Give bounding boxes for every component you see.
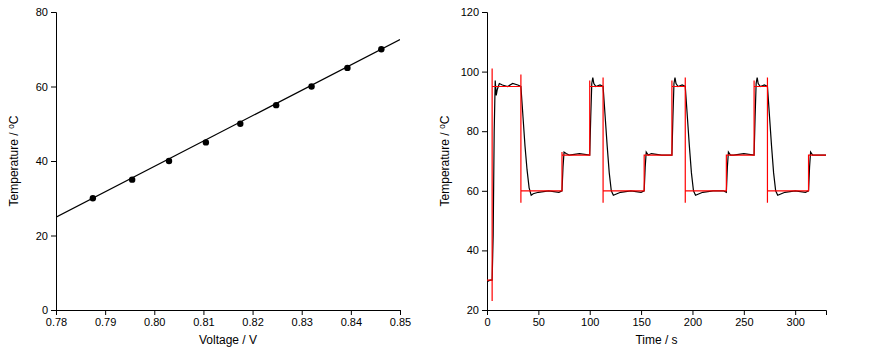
y-tick-mark: [482, 250, 487, 251]
x-tick: 0.81: [193, 310, 214, 328]
y-tick: 20: [36, 230, 56, 242]
x-tick: 0.78: [46, 310, 67, 328]
x-tick-mark: [154, 310, 155, 315]
x-tick-mark: [744, 310, 745, 315]
y-tick-label: 60: [467, 185, 479, 197]
x-axis: 0 50 100 150 200 250 300: [484, 310, 826, 328]
y-tick: 100: [461, 66, 487, 78]
y-tick-label: 0: [42, 304, 48, 316]
y-tick-label: 80: [36, 6, 48, 18]
x-tick-label: 150: [632, 316, 650, 328]
x-tick: 100: [581, 310, 599, 328]
figure: 0.78 0.79 0.80 0.81 0.82 0.83 0.84 0.85 0 20 40 60 8…: [0, 0, 879, 357]
x-tick: 250: [735, 310, 753, 328]
y-tick-mark: [482, 191, 487, 192]
y-tick-mark: [482, 131, 487, 132]
x-tick: 0.80: [144, 310, 165, 328]
x-tick-label: 0.84: [341, 316, 362, 328]
y-tick: 80: [467, 125, 487, 137]
x-tick-label: 200: [684, 316, 702, 328]
x-tick: 0: [484, 310, 490, 328]
x-axis-line: [488, 311, 827, 316]
x-tick: 0.85: [390, 310, 411, 328]
x-tick-label: 0.80: [144, 316, 165, 328]
x-tick-mark: [692, 310, 693, 315]
x-tick-label: 100: [581, 316, 599, 328]
x-tick: 200: [684, 310, 702, 328]
x-tick-label: 50: [533, 316, 545, 328]
x-tick-label: 0.81: [193, 316, 214, 328]
x-tick-label: 300: [787, 316, 805, 328]
x-tick: 0.83: [292, 310, 313, 328]
x-tick-mark: [538, 310, 539, 315]
y-tick: 40: [36, 155, 56, 167]
y-tick-mark: [482, 310, 487, 311]
x-tick: 300: [787, 310, 805, 328]
y-tick-label: 100: [461, 66, 479, 78]
x-axis: 0.78 0.79 0.80 0.81 0.82 0.83 0.84 0.85: [46, 310, 411, 328]
y-axis-line: [482, 13, 488, 311]
plot-area: [56, 40, 400, 218]
y-axis-line: [51, 13, 57, 311]
y-tick: 0: [42, 304, 56, 316]
chart: 0 50 100 150 200 250 300 20 40 60 80 100 120 Time / s…: [438, 6, 827, 347]
y-tick-label: 40: [36, 155, 48, 167]
x-tick: 50: [533, 310, 545, 328]
chart: 0.78 0.79 0.80 0.81 0.82 0.83 0.84 0.85 0 20 40 60 8…: [7, 6, 411, 347]
x-tick-mark: [590, 310, 591, 315]
x-tick-label: 0.82: [242, 316, 263, 328]
x-tick-label: 0: [484, 316, 490, 328]
y-tick-label: 20: [467, 304, 479, 316]
x-axis-title: Voltage / V: [199, 333, 257, 347]
x-tick: 0.79: [95, 310, 116, 328]
y-tick-mark: [482, 12, 487, 13]
y-tick: 120: [461, 6, 487, 18]
y-tick-label: 20: [36, 230, 48, 242]
x-tick-label: 0.78: [46, 316, 67, 328]
y-tick-mark: [482, 72, 487, 73]
y-tick-mark: [51, 87, 56, 88]
x-axis-title: Time / s: [635, 333, 677, 347]
y-tick-mark: [51, 310, 56, 311]
y-tick: 60: [467, 185, 487, 197]
y-tick-label: 40: [467, 244, 479, 256]
x-axis-line: [57, 311, 401, 316]
x-tick: 150: [632, 310, 650, 328]
y-axis: 20 40 60 80 100 120: [461, 6, 488, 316]
x-tick-label: 0.79: [95, 316, 116, 328]
y-tick: 80: [36, 6, 56, 18]
x-tick-mark: [641, 310, 642, 315]
x-tick-label: 0.83: [292, 316, 313, 328]
y-tick-label: 120: [461, 6, 479, 18]
x-tick-mark: [253, 310, 254, 315]
x-tick-mark: [105, 310, 106, 315]
x-tick-mark: [351, 310, 352, 315]
plot-area: [487, 69, 826, 301]
y-tick-mark: [51, 161, 56, 162]
y-tick: 60: [36, 81, 56, 93]
x-tick-mark: [203, 310, 204, 315]
y-tick-label: 80: [467, 125, 479, 137]
y-tick: 20: [467, 304, 487, 316]
x-tick-mark: [302, 310, 303, 315]
x-tick: 0.84: [341, 310, 362, 328]
y-tick-label: 60: [36, 81, 48, 93]
x-tick-label: 250: [735, 316, 753, 328]
x-tick-mark: [400, 310, 401, 315]
y-tick-mark: [51, 236, 56, 237]
x-tick-label: 0.85: [390, 316, 411, 328]
data-line: [56, 40, 400, 218]
x-tick: 0.82: [242, 310, 263, 328]
x-tick-mark: [795, 310, 796, 315]
y-axis-title: Temperature / ⁰C: [7, 115, 21, 206]
y-axis: 0 20 40 60 80: [36, 6, 57, 316]
data-line: [487, 78, 826, 282]
data-line: [487, 69, 826, 301]
y-axis-title: Temperature / ⁰C: [438, 115, 452, 206]
y-tick: 40: [467, 244, 487, 256]
y-tick-mark: [51, 12, 56, 13]
